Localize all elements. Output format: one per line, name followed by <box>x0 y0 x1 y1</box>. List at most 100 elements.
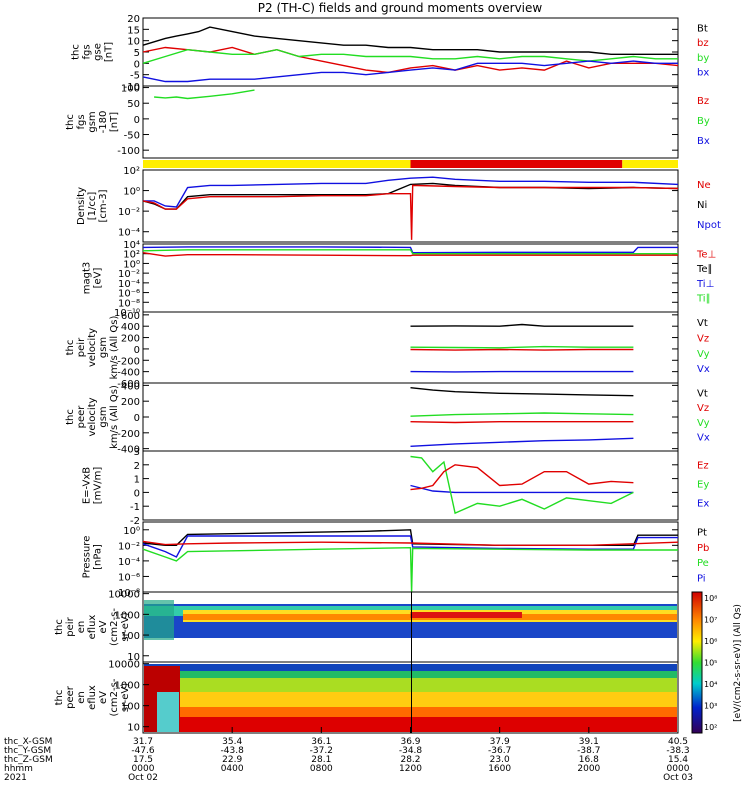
x-tick-label: 2000 <box>577 764 600 774</box>
legend-entry: Te⊥ <box>696 249 716 260</box>
legend-entry: Vy <box>697 349 710 360</box>
y-axis-label-line: km/s (All Qs) <box>109 385 120 449</box>
y-axis-label: thcfgsgsm-180[nT] <box>65 111 120 134</box>
x-tick-label: 22.9 <box>222 755 242 765</box>
y-axis-label-line: sr-eV) <box>120 612 131 641</box>
y-axis-label-line: peir <box>76 337 87 357</box>
y-axis-label-line: fgs <box>82 44 93 59</box>
legend-entry: Ey <box>697 479 709 490</box>
y-tick-label: 1 <box>134 475 140 486</box>
y-tick-label: 3 <box>134 447 140 458</box>
y-tick-label: 10⁻⁴ <box>118 557 140 568</box>
y-tick-label: 10⁻⁶ <box>118 572 140 583</box>
y-tick-label: 10⁻⁴ <box>118 279 140 290</box>
x-tick-label: 16.8 <box>579 755 599 765</box>
x-tick-label: -43.8 <box>221 746 245 756</box>
series-line <box>142 535 678 558</box>
legend-entry: Npot <box>697 220 721 231</box>
y-tick-label: 10⁰ <box>123 526 140 537</box>
flag-segment <box>410 160 623 168</box>
y-axis-label-line: [nT] <box>104 42 115 62</box>
colorbar-tick-label: 10⁴ <box>704 680 717 689</box>
x-tick-label: -36.7 <box>488 746 511 756</box>
x-tick-label: 39.1 <box>579 737 599 747</box>
y-axis-label-line: eV <box>98 620 109 633</box>
y-tick-label: 10⁻¹⁰ <box>114 308 140 319</box>
legend-entry: Vt <box>697 388 708 399</box>
y-axis-label-line: Density <box>76 187 87 225</box>
y-tick-label: 10000 <box>108 660 140 671</box>
x-tick-label: 0000 <box>132 764 155 774</box>
y-axis-label-line: velocity <box>87 328 98 367</box>
panel-frame <box>142 17 679 87</box>
x-row-label: hhmm <box>4 764 33 774</box>
y-axis-label-line: [eV] <box>93 268 104 289</box>
y-tick-label: 1000 <box>115 681 140 692</box>
legend-entry: By <box>697 116 710 127</box>
series-line <box>142 184 679 240</box>
y-tick-label: 600 <box>121 311 140 322</box>
y-tick-label: 10⁰ <box>123 259 140 270</box>
x-tick-label: 28.1 <box>311 755 331 765</box>
y-axis-label-line: (cm2-s- <box>109 678 120 716</box>
series-line <box>142 546 678 593</box>
figure-title: P2 (TH-C) fields and ground moments over… <box>258 1 543 15</box>
colorbar-tick-label: 10³ <box>704 702 717 711</box>
y-tick-label: 10⁻⁸ <box>118 588 140 599</box>
y-axis-label: thcfgsgse[nT] <box>71 42 115 62</box>
y-tick-label: 400 <box>121 322 140 333</box>
panel-bgsm: 100 50 0 -50 -100 thcfgsgsm-180[nT] Bz By Bx <box>65 84 710 159</box>
legend-entry: Vz <box>697 333 709 344</box>
legend-entry: Ni <box>697 200 707 211</box>
flag-segment <box>143 160 411 168</box>
y-axis-label-line: gsm <box>98 406 109 427</box>
spectrogram-band <box>144 664 677 671</box>
legend-entry: Pe <box>697 558 709 569</box>
y-tick-label: 0 <box>134 413 140 424</box>
legend-entry: bz <box>697 38 709 49</box>
y-tick-label: 100 <box>121 702 140 713</box>
y-tick-label: -5 <box>130 71 140 82</box>
series-line <box>142 249 678 255</box>
x-tick-label: 40.5 <box>668 737 688 747</box>
x-tick-label: 35.4 <box>222 737 242 747</box>
x-tick-label: 17.5 <box>133 755 153 765</box>
series-line <box>410 387 634 397</box>
x-tick-label: 1600 <box>488 764 511 774</box>
legend-entry: Ex <box>697 499 709 510</box>
legend-entry: Pt <box>697 528 707 539</box>
y-axis-label: thcpeerenefluxeV(cm2-s-sr-eV) <box>54 678 131 716</box>
x-tick-label: 36.1 <box>311 737 331 747</box>
colorbar-tick-label: 10⁶ <box>704 637 717 646</box>
x-year-label: 2021 <box>4 773 27 783</box>
x-tick-label: 37.9 <box>490 737 510 747</box>
y-axis-label-line: eflux <box>87 685 98 710</box>
y-tick-label: -10 <box>124 82 140 93</box>
y-axis-label-line: gsm <box>98 337 109 358</box>
y-axis-label-line: peer <box>65 685 76 709</box>
series-line <box>410 348 634 351</box>
y-tick-label: 10000 <box>108 590 140 601</box>
x-tick-label: 36.9 <box>400 737 420 747</box>
y-axis-label-line: magt3 <box>82 262 93 295</box>
spectrogram-band <box>157 692 179 732</box>
y-axis-label-line: peir <box>65 616 76 636</box>
y-tick-label: -400 <box>117 368 140 379</box>
y-tick-label: 10 <box>127 652 140 663</box>
series-line <box>142 46 679 74</box>
y-tick-label: 200 <box>121 397 140 408</box>
y-axis-label: thcpeervelocitygsmkm/s (All Qs) <box>65 385 120 449</box>
y-axis-label-line: (cm2-s- <box>109 608 120 646</box>
y-tick-label: 400 <box>121 381 140 392</box>
y-tick-label: 200 <box>121 334 140 345</box>
y-tick-label: 10² <box>123 250 140 261</box>
legend-entry: Pi <box>697 573 706 584</box>
series-line <box>410 464 634 491</box>
x-tick-label: 0000 <box>667 764 690 774</box>
series-line <box>410 455 634 515</box>
y-axis-label-line: [1/cc] <box>87 192 98 221</box>
x-tick-label: -37.2 <box>310 746 333 756</box>
